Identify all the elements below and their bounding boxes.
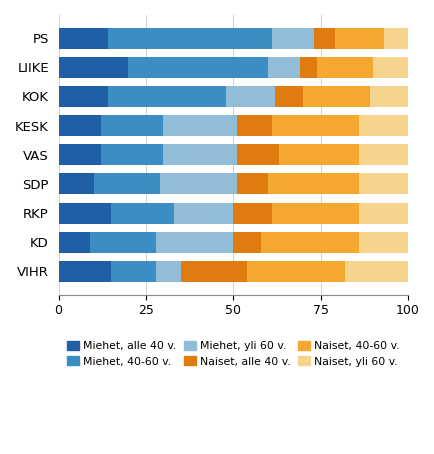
- Bar: [156, 261, 181, 282]
- Bar: [358, 173, 407, 194]
- Bar: [268, 173, 358, 194]
- Bar: [383, 28, 407, 49]
- Bar: [107, 28, 271, 49]
- Bar: [236, 115, 271, 136]
- Bar: [90, 232, 156, 253]
- Bar: [358, 232, 407, 253]
- Bar: [59, 232, 90, 253]
- Bar: [59, 144, 100, 165]
- Bar: [59, 173, 93, 194]
- Bar: [100, 115, 163, 136]
- Bar: [275, 86, 302, 107]
- Bar: [316, 57, 372, 78]
- Bar: [59, 28, 107, 49]
- Bar: [261, 232, 358, 253]
- Bar: [59, 115, 100, 136]
- Bar: [163, 144, 236, 165]
- Bar: [334, 28, 383, 49]
- Bar: [111, 261, 156, 282]
- Bar: [271, 202, 358, 223]
- Bar: [100, 144, 163, 165]
- Bar: [59, 202, 111, 223]
- Bar: [369, 86, 407, 107]
- Bar: [344, 261, 407, 282]
- Bar: [247, 261, 344, 282]
- Bar: [59, 86, 107, 107]
- Bar: [107, 86, 226, 107]
- Bar: [271, 28, 313, 49]
- Bar: [174, 202, 233, 223]
- Bar: [59, 261, 111, 282]
- Bar: [302, 86, 369, 107]
- Bar: [268, 57, 299, 78]
- Bar: [236, 144, 278, 165]
- Bar: [372, 57, 407, 78]
- Bar: [358, 202, 407, 223]
- Bar: [128, 57, 268, 78]
- Bar: [156, 232, 233, 253]
- Bar: [226, 86, 275, 107]
- Bar: [233, 202, 271, 223]
- Legend: Miehet, alle 40 v., Miehet, 40-60 v., Miehet, yli 60 v., Naiset, alle 40 v., Nai: Miehet, alle 40 v., Miehet, 40-60 v., Mi…: [62, 336, 403, 371]
- Bar: [236, 173, 268, 194]
- Bar: [111, 202, 174, 223]
- Bar: [299, 57, 316, 78]
- Bar: [313, 28, 334, 49]
- Bar: [163, 115, 236, 136]
- Bar: [271, 115, 358, 136]
- Bar: [59, 57, 128, 78]
- Bar: [233, 232, 261, 253]
- Bar: [93, 173, 160, 194]
- Bar: [358, 115, 407, 136]
- Bar: [181, 261, 247, 282]
- Bar: [278, 144, 358, 165]
- Bar: [358, 144, 407, 165]
- Bar: [160, 173, 236, 194]
